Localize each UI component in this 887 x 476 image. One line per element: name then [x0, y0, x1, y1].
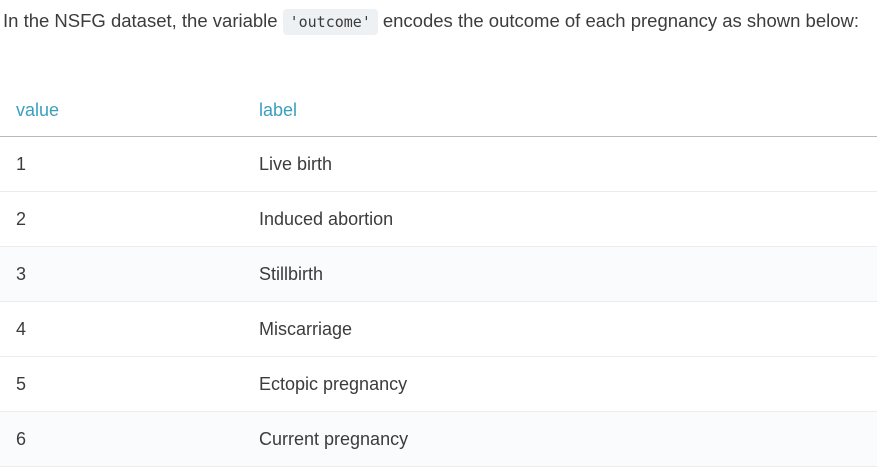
table-row: 1 Live birth	[0, 136, 877, 192]
table-row: 6 Current pregnancy	[0, 411, 877, 467]
intro-text-before: In the NSFG dataset, the variable	[3, 10, 278, 31]
table-header: value label	[0, 84, 877, 137]
inline-code-outcome: 'outcome'	[282, 9, 378, 35]
column-header-value: value	[0, 84, 259, 137]
value-cell: 5	[0, 356, 259, 412]
value-cell: 2	[0, 191, 259, 247]
label-cell: Induced abortion	[259, 191, 877, 247]
label-cell: Live birth	[259, 136, 877, 192]
column-header-label: label	[259, 84, 877, 137]
outcome-table: value label 1 Live birth 2 Induced abort…	[0, 84, 877, 467]
table-row: 4 Miscarriage	[0, 301, 877, 357]
value-cell: 1	[0, 136, 259, 192]
intro-text-after: encodes the outcome of each pregnancy as…	[382, 10, 860, 31]
table-row: 3 Stillbirth	[0, 246, 877, 302]
table-body: 1 Live birth 2 Induced abortion 3 Stillb…	[0, 136, 877, 467]
value-cell: 4	[0, 301, 259, 357]
table-header-row: value label	[0, 84, 877, 137]
intro-paragraph: In the NSFG dataset, the variable'outcom…	[3, 6, 873, 37]
label-cell: Miscarriage	[259, 301, 877, 357]
label-cell: Stillbirth	[259, 246, 877, 302]
value-cell: 3	[0, 246, 259, 302]
label-cell: Ectopic pregnancy	[259, 356, 877, 412]
table-row: 2 Induced abortion	[0, 191, 877, 247]
value-cell: 6	[0, 411, 259, 467]
label-cell: Current pregnancy	[259, 411, 877, 467]
table-row: 5 Ectopic pregnancy	[0, 356, 877, 412]
